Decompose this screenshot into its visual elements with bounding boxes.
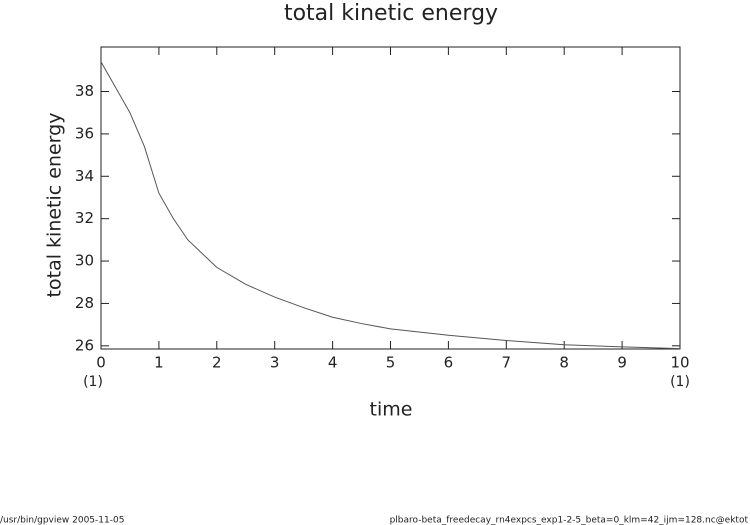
x-axis-label: time (370, 399, 413, 421)
x-unit-label: (1) (670, 374, 690, 390)
y-tick-label: 32 (75, 209, 94, 227)
y-tick-label: 34 (75, 167, 94, 185)
y-tick-label: 28 (75, 294, 94, 312)
x-tick-label: 1 (154, 354, 164, 372)
x-tick-label: 5 (386, 354, 396, 372)
x-tick-label: 3 (270, 354, 280, 372)
y-axis-label: total kinetic energy (44, 113, 66, 298)
chart-title: total kinetic energy (284, 1, 498, 26)
x-tick-label: 6 (444, 354, 454, 372)
y-tick-label: 26 (75, 336, 94, 354)
x-tick-label: 2 (212, 354, 222, 372)
x-unit-label: (1) (83, 374, 103, 390)
y-tick-label: 38 (75, 82, 94, 100)
line (100, 61, 681, 350)
footer-left: /usr/bin/gpview 2005-11-05 (0, 516, 124, 525)
y-tick-label: 30 (75, 252, 94, 270)
footer-right: plbaro-beta_freedecay_rn4expcs_exp1-2-5_… (390, 516, 749, 525)
x-tick-label: 9 (617, 354, 627, 372)
plot-frame (100, 46, 681, 350)
y-tick-label: 36 (75, 124, 94, 142)
x-tick-label: 10 (670, 354, 689, 372)
x-tick-label: 8 (559, 354, 569, 372)
x-tick-label: 7 (502, 354, 512, 372)
x-tick-label: 4 (328, 354, 338, 372)
x-tick-label: 0 (96, 354, 106, 372)
